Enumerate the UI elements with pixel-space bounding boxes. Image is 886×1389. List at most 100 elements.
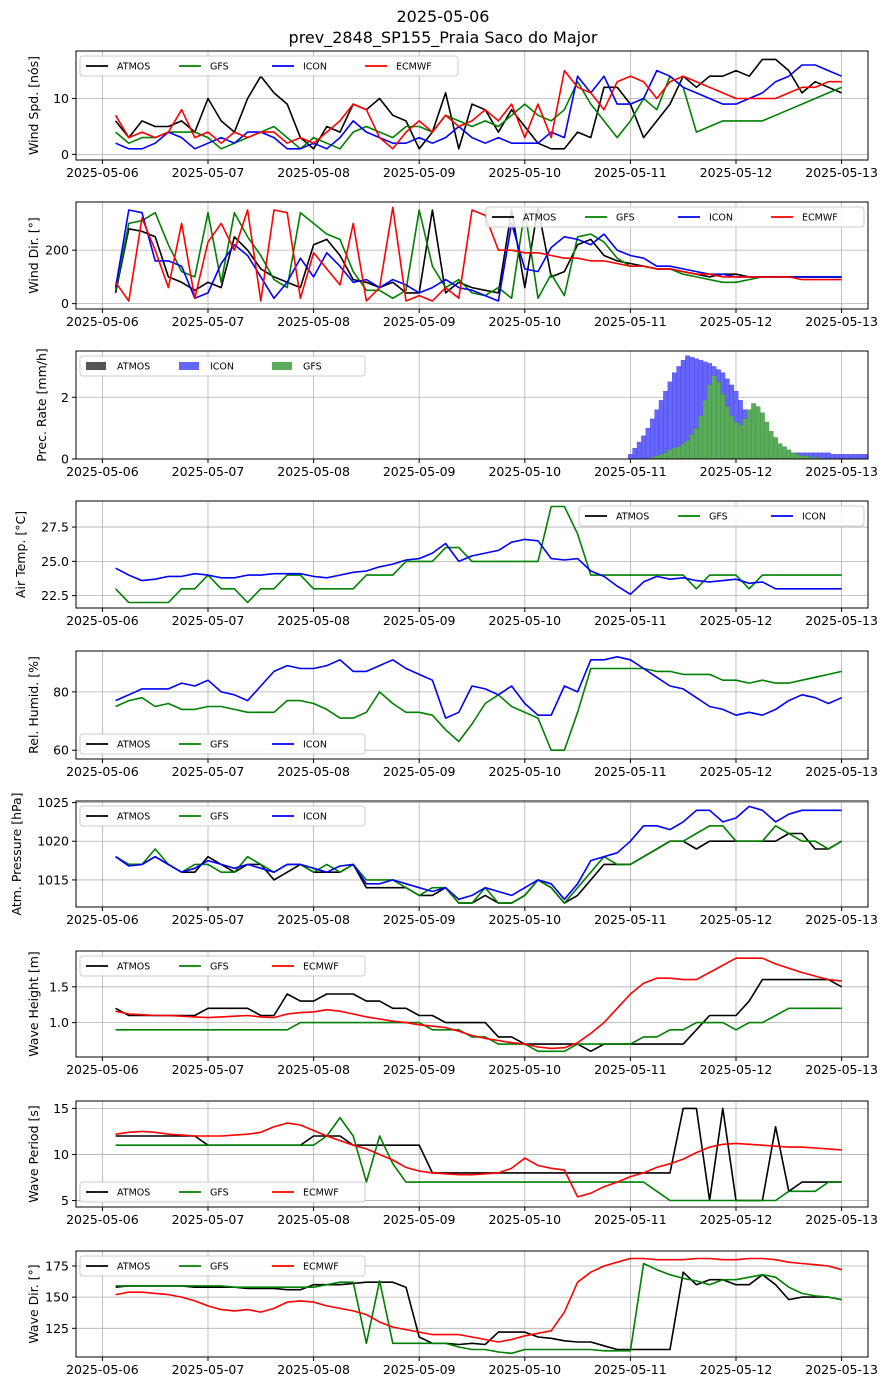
series-line-icon (115, 805, 842, 901)
x-tick-label: 2025-05-10 (488, 1212, 561, 1227)
x-tick-label: 2025-05-12 (700, 912, 773, 927)
bar-icon (875, 454, 879, 459)
plot-area (115, 655, 842, 752)
legend: ATMOS GFS ICON (79, 733, 366, 755)
legend-box (79, 355, 366, 377)
legend-swatch-gfs (272, 362, 292, 370)
bar-gfs (676, 446, 682, 459)
legend-label-ecmwf: ECMWF (396, 62, 432, 73)
x-tick-label: 2025-05-08 (277, 1062, 350, 1077)
x-tick-label: 2025-05-13 (805, 464, 878, 479)
bar-icon (852, 454, 858, 459)
bar-icon (658, 400, 664, 459)
bar-icon (861, 454, 866, 459)
y-axis-label: Wind Spd. [nós] (26, 56, 41, 155)
panel-wave_height: 2025-05-06 2025-05-07 2025-05-08 2025-05-09… (26, 950, 878, 1077)
y-axis-label: Rel. Humid. [%] (26, 656, 41, 754)
series-line-icon (115, 64, 842, 150)
bar-gfs (729, 415, 734, 459)
x-tick-label: 2025-05-09 (383, 613, 456, 628)
x-tick-label: 2025-05-07 (172, 1362, 245, 1377)
y-tick-label: 0 (61, 296, 69, 311)
legend: ATMOS GFS ICON ECMWF (485, 206, 865, 228)
axes-frame (75, 950, 869, 1058)
x-tick-label: 2025-05-08 (277, 1212, 350, 1227)
bar-icon (870, 454, 874, 459)
x-tick-label: 2025-05-12 (700, 613, 773, 628)
y-tick-label: 1.5 (49, 979, 69, 994)
legend-label-ecmwf: ECMWF (802, 213, 838, 224)
y-axis-label: Atm. Pressure [hPa] (9, 792, 24, 915)
y-axis-label: Wave Dir. [°] (26, 1264, 41, 1343)
series-line-ecmwf (115, 957, 842, 1050)
x-tick-label: 2025-05-10 (488, 613, 561, 628)
x-tick-label: 2025-05-13 (805, 1212, 878, 1227)
legend-label-gfs: GFS (210, 812, 229, 823)
axes-frame (75, 50, 869, 161)
x-tick-label: 2025-05-08 (277, 764, 350, 779)
bar-gfs (738, 424, 743, 459)
bar-icon (672, 372, 677, 459)
bar-gfs (689, 434, 695, 459)
legend-label-atmos: ATMOS (117, 740, 150, 751)
y-tick-label: 0 (61, 147, 69, 162)
x-tick-label: 2025-05-13 (805, 165, 878, 180)
x-tick-label: 2025-05-09 (383, 764, 456, 779)
bar-gfs (817, 457, 822, 459)
x-tick-label: 2025-05-09 (383, 1362, 456, 1377)
y-tick-label: 0 (61, 452, 69, 467)
y-tick-label: 200 (45, 243, 69, 258)
x-tick-label: 2025-05-11 (594, 764, 667, 779)
series-line-gfs (115, 75, 842, 150)
x-tick-label: 2025-05-09 (383, 1062, 456, 1077)
legend-label-icon: ICON (303, 740, 327, 751)
legend-label-atmos: ATMOS (117, 1262, 150, 1273)
x-tick-label: 2025-05-09 (383, 165, 456, 180)
x-tick-label: 2025-05-11 (594, 912, 667, 927)
y-tick-label: 60 (53, 743, 69, 758)
bar-gfs (795, 454, 800, 459)
legend-label-ecmwf: ECMWF (303, 1188, 339, 1199)
bar-gfs (716, 381, 721, 459)
series-line-atmos (114, 58, 842, 150)
y-tick-label: 27.5 (41, 520, 69, 535)
bar-icon (856, 454, 862, 459)
legend-box (79, 1255, 366, 1277)
series-line-ecmwf (114, 69, 842, 150)
x-tick-label: 2025-05-08 (277, 613, 350, 628)
x-tick-label: 2025-05-07 (172, 314, 245, 329)
y-tick-label: 5 (61, 1193, 69, 1208)
axes-frame (75, 650, 869, 760)
x-tick-label: 2025-05-11 (594, 464, 667, 479)
x-tick-label: 2025-05-11 (594, 613, 667, 628)
bar-gfs (782, 446, 787, 459)
bar-gfs (720, 394, 726, 459)
legend-label-atmos: ATMOS (616, 512, 649, 523)
series-line-icon (115, 538, 842, 596)
legend-box (485, 206, 865, 228)
x-tick-label: 2025-05-10 (488, 1062, 561, 1077)
plot-area (114, 58, 842, 150)
y-tick-label: 10 (53, 1147, 69, 1162)
x-tick-label: 2025-05-08 (277, 912, 350, 927)
x-tick-label: 2025-05-13 (805, 314, 878, 329)
x-tick-label: 2025-05-10 (488, 912, 561, 927)
y-axis-label: Wave Period [s] (26, 1105, 41, 1203)
bar-icon (663, 390, 668, 459)
series-line-gfs (115, 667, 842, 752)
bar-gfs (658, 454, 664, 459)
x-tick-label: 2025-05-08 (277, 314, 350, 329)
legend-label-gfs: GFS (616, 213, 635, 224)
legend-label-gfs: GFS (210, 1188, 229, 1199)
legend-label-ecmwf: ECMWF (303, 962, 339, 973)
x-tick-label: 2025-05-11 (594, 165, 667, 180)
legend-box (79, 805, 366, 827)
bar-gfs (790, 452, 796, 459)
legend-label-icon: ICON (303, 812, 327, 823)
bar-icon (821, 452, 827, 459)
bar-icon (839, 454, 844, 459)
bar-icon (830, 454, 836, 459)
bar-gfs (746, 409, 752, 459)
legend: ATMOS GFS ECMWF (79, 1181, 366, 1203)
